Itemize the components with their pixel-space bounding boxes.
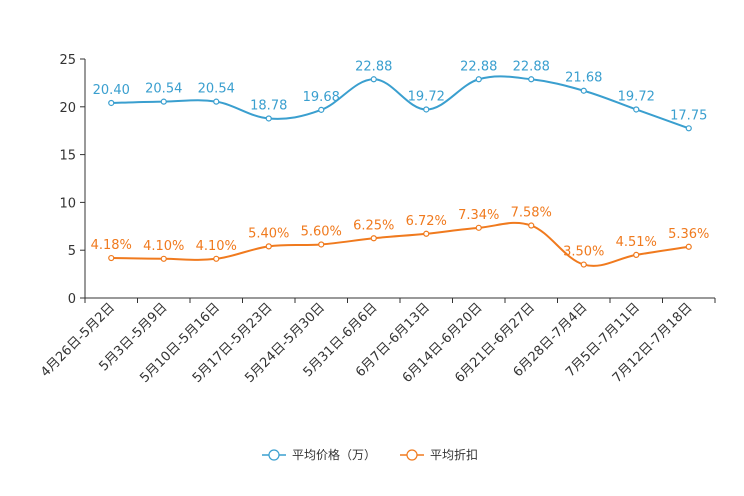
data-label: 5.60% xyxy=(301,224,342,239)
data-label: 20.54 xyxy=(198,82,235,97)
data-label: 5.36% xyxy=(668,227,709,242)
data-point xyxy=(580,87,587,94)
data-label: 7.58% xyxy=(511,206,552,221)
legend-label: 平均折扣 xyxy=(430,447,478,462)
y-tick-label: 5 xyxy=(68,244,76,259)
data-label: 7.34% xyxy=(458,208,499,223)
data-label: 4.10% xyxy=(143,239,184,254)
data-point xyxy=(475,76,482,83)
data-label: 19.68 xyxy=(303,90,340,105)
data-point xyxy=(685,125,692,132)
data-point xyxy=(423,106,430,113)
legend-marker xyxy=(268,449,280,461)
data-label: 4.51% xyxy=(616,235,657,250)
y-tick-label: 20 xyxy=(59,101,76,116)
data-point xyxy=(108,254,115,262)
data-label: 22.88 xyxy=(513,59,550,74)
series-1: 20.40 20.54 20.54 18.78 19.68 22.88 19.72 22.88… xyxy=(93,59,707,132)
data-point xyxy=(318,241,325,248)
legend-item-1: 平均价格（万） xyxy=(262,447,376,462)
data-label: 19.72 xyxy=(408,89,445,104)
series-2: 4.18% 4.10% 4.10% 5.40% 5.60% 6.25% 6.72% 7.34%… xyxy=(91,206,709,268)
data-point xyxy=(580,261,587,268)
series-line xyxy=(111,221,689,267)
data-label: 6.25% xyxy=(353,218,394,233)
data-label: 20.54 xyxy=(145,82,182,97)
data-point xyxy=(475,224,482,231)
legend-label: 平均价格（万） xyxy=(292,447,376,462)
y-tick-label: 15 xyxy=(59,149,76,164)
data-point xyxy=(318,106,325,113)
data-point xyxy=(213,255,220,262)
data-point xyxy=(633,106,640,113)
data-label: 17.75 xyxy=(670,108,707,123)
y-tick-label: 25 xyxy=(59,53,76,68)
series-group: 20.40 20.54 20.54 18.78 19.68 22.88 19.72 22.88… xyxy=(91,59,709,268)
data-point xyxy=(108,99,115,107)
data-label: 18.78 xyxy=(250,98,287,113)
data-label: 22.88 xyxy=(355,59,392,74)
y-tick-label: 10 xyxy=(59,196,76,211)
y-tick-label: 0 xyxy=(68,292,76,307)
data-label: 21.68 xyxy=(565,71,602,86)
data-label: 4.10% xyxy=(196,239,237,254)
data-point xyxy=(528,76,535,83)
data-label: 19.72 xyxy=(618,89,655,104)
data-label: 5.40% xyxy=(248,226,289,241)
data-point xyxy=(370,235,377,242)
data-label: 4.18% xyxy=(91,238,132,253)
data-label: 22.88 xyxy=(460,59,497,74)
data-point xyxy=(213,98,220,105)
data-label: 6.72% xyxy=(406,214,447,229)
data-point xyxy=(265,243,272,250)
data-point xyxy=(370,76,377,83)
data-label: 20.40 xyxy=(93,83,130,98)
legend-item-2: 平均折扣 xyxy=(400,447,478,462)
data-point xyxy=(685,243,692,250)
data-point xyxy=(528,222,535,229)
data-point xyxy=(633,251,640,258)
legend: 平均价格（万） 平均折扣 xyxy=(262,447,478,462)
data-point xyxy=(423,230,430,237)
data-point xyxy=(160,255,167,262)
legend-marker xyxy=(406,449,418,461)
data-point xyxy=(265,115,272,122)
data-point xyxy=(160,98,167,105)
data-label: 3.50% xyxy=(563,245,604,260)
